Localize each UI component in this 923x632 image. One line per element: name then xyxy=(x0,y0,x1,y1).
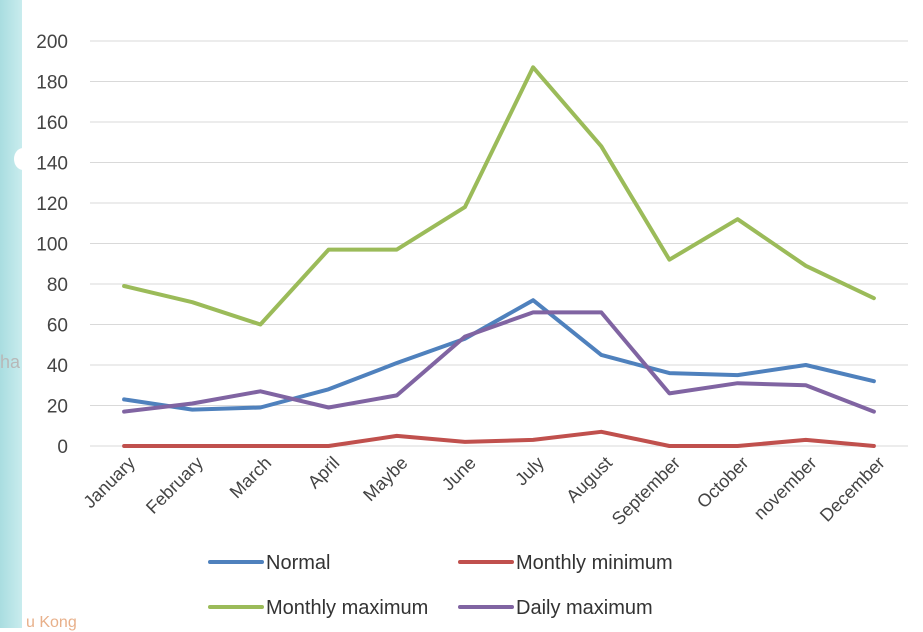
x-tick-label-july: July xyxy=(511,453,548,490)
y-tick-label-140: 140 xyxy=(36,154,68,175)
y-tick-label-0: 0 xyxy=(57,437,68,458)
y-tick-label-100: 100 xyxy=(36,235,68,256)
x-tick-label-september: September xyxy=(608,453,684,529)
x-tick-label-february: February xyxy=(142,453,207,518)
y-tick-label-180: 180 xyxy=(36,73,68,94)
x-tick-label-january: January xyxy=(79,453,138,512)
legend-label-normal: Normal xyxy=(266,552,330,574)
x-tick-label-maybe: Maybe xyxy=(359,453,411,505)
x-tick-label-december: December xyxy=(816,453,889,526)
series-line-monthly-minimum xyxy=(122,429,876,448)
y-tick-label-200: 200 xyxy=(36,32,68,53)
x-tick-label-march: March xyxy=(226,453,276,503)
background-notch xyxy=(14,148,32,170)
y-tick-label-80: 80 xyxy=(47,275,68,296)
background-text-fragment: ha xyxy=(0,352,21,372)
background-bottom-fragment: u Kong xyxy=(26,614,77,631)
x-tick-label-april: April xyxy=(304,453,344,493)
legend-label-monthly-minimum: Monthly minimum xyxy=(516,552,673,574)
x-tick-label-june: June xyxy=(438,453,480,495)
series-lines xyxy=(122,65,876,448)
y-axis-ticks: 0 20 40 60 80 100 120 140 160 180 200 xyxy=(36,32,68,458)
y-tick-label-20: 20 xyxy=(47,397,68,418)
legend: Normal Monthly minimum Monthly maximum Dail… xyxy=(208,552,673,619)
series-line-daily-maximum xyxy=(122,310,876,414)
x-tick-label-october: October xyxy=(693,453,752,512)
legend-label-monthly-maximum: Monthly maximum xyxy=(266,597,428,619)
y-tick-label-160: 160 xyxy=(36,113,68,134)
legend-label-daily-maximum: Daily maximum xyxy=(516,597,653,619)
series-line-normal xyxy=(122,298,876,412)
series-line-monthly-maximum xyxy=(122,65,876,327)
y-tick-label-60: 60 xyxy=(47,316,68,337)
y-tick-label-120: 120 xyxy=(36,194,68,215)
x-tick-label-august: August xyxy=(562,453,616,507)
y-tick-label-40: 40 xyxy=(47,356,68,377)
x-axis-ticks: January February March April Maybe June July Au… xyxy=(79,453,888,529)
x-tick-label-november: november xyxy=(750,453,821,524)
